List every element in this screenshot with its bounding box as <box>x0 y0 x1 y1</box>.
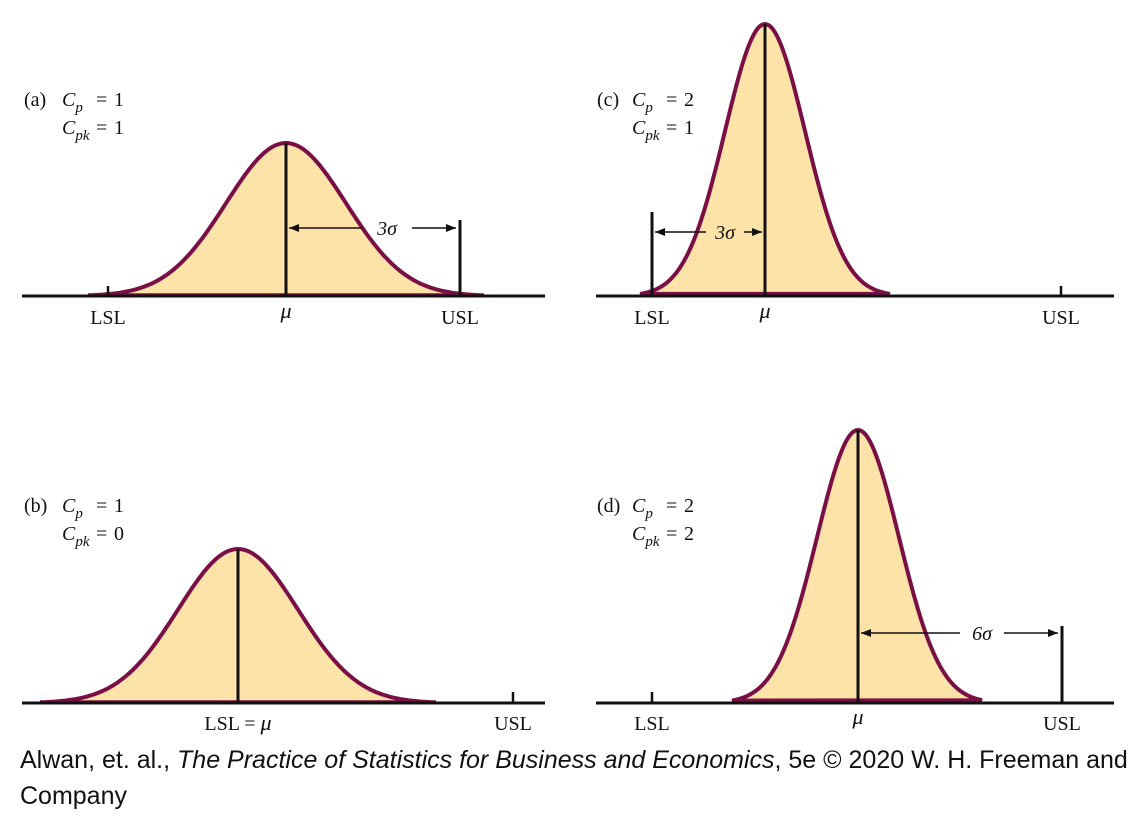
panel-b: LSL = μ USL (b) Cp = 1 Cpk = 0 <box>22 495 545 735</box>
panel-d: 6σ LSL μ USL (d) Cp = 2 Cpk = 2 <box>596 427 1114 735</box>
cpk-row-a: Cpk = 1 <box>62 117 124 144</box>
usl-label-c: USL <box>1042 307 1080 329</box>
lsl-mu-label-b: LSL = μ <box>204 710 271 735</box>
mu-label-c: μ <box>758 298 770 323</box>
mu-label-d: μ <box>851 704 863 729</box>
cpk-row-c: Cpk = 1 <box>632 117 694 144</box>
cp-row-a: Cp = 1 <box>62 89 124 116</box>
cp-row-b: Cp = 1 <box>62 495 124 522</box>
usl-label-b: USL <box>494 713 532 735</box>
process-capability-figure: 3σ LSL μ USL (a) Cp = 1 Cpk = 1 LSL = μ USL … <box>22 22 1114 735</box>
panel-letter-b: (b) <box>24 495 47 517</box>
dimension-arrow-a: 3σ <box>289 218 456 240</box>
dim-label-a: 3σ <box>376 218 398 240</box>
caption-book-title: The Practice of Statistics for Business … <box>177 746 775 774</box>
caption-prefix: Alwan, et. al., <box>20 746 178 774</box>
dimension-arrow-c: 3σ <box>655 222 762 244</box>
panel-letter-a: (a) <box>24 89 46 111</box>
panel-c: 3σ LSL μ USL (c) Cp = 2 Cpk = 1 <box>596 22 1114 329</box>
mu-label-a: μ <box>279 298 291 323</box>
dim-label-c: 3σ <box>714 222 736 244</box>
panel-letter-d: (d) <box>597 495 620 517</box>
panel-a: 3σ LSL μ USL (a) Cp = 1 Cpk = 1 <box>22 89 545 329</box>
dim-label-d: 6σ <box>972 623 993 645</box>
cp-row-d: Cp = 2 <box>632 495 694 522</box>
lsl-label-c: LSL <box>634 307 670 329</box>
usl-label-d: USL <box>1043 713 1081 735</box>
caption-suffix: , 5e © 2020 W. H. Freeman and Company <box>20 746 1128 810</box>
cpk-row-b: Cpk = 0 <box>62 523 124 550</box>
lsl-label-d: LSL <box>634 713 670 735</box>
figure-caption: Alwan, et. al., The Practice of Statisti… <box>20 742 1130 814</box>
cp-row-c: Cp = 2 <box>632 89 694 116</box>
dimension-arrow-d: 6σ <box>861 623 1058 645</box>
cpk-row-d: Cpk = 2 <box>632 523 694 550</box>
usl-label-a: USL <box>441 307 479 329</box>
lsl-label-a: LSL <box>90 307 126 329</box>
panel-letter-c: (c) <box>597 89 619 111</box>
